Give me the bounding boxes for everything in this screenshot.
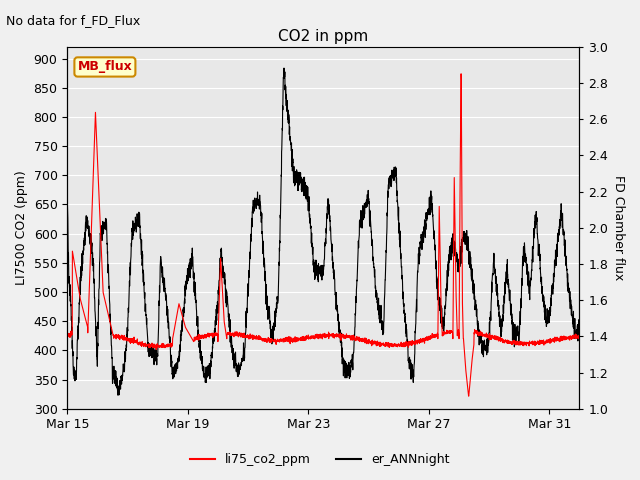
li75_co2_ppm [282,337,290,343]
Line: li75_co2_ppm: li75_co2_ppm [67,74,579,396]
er_ANNnight [152,346,160,351]
er_ANNnight [566,295,573,300]
er_ANNnight [260,255,268,261]
Line: er_ANNnight: er_ANNnight [67,68,579,395]
li75_co2_ppm [63,333,71,339]
er_ANNnight [575,320,583,326]
li75_co2_ppm [122,337,129,343]
li75_co2_ppm [511,341,518,347]
li75_co2_ppm [566,337,573,343]
Y-axis label: LI7500 CO2 (ppm): LI7500 CO2 (ppm) [15,170,28,285]
er_ANNnight [511,325,518,331]
li75_co2_ppm [260,337,268,343]
Text: No data for f_FD_Flux: No data for f_FD_Flux [6,14,141,27]
li75_co2_ppm [575,332,583,337]
li75_co2_ppm [465,393,472,399]
li75_co2_ppm [457,71,465,77]
Y-axis label: FD Chamber flux: FD Chamber flux [612,175,625,280]
er_ANNnight [122,346,130,352]
er_ANNnight [63,176,71,182]
er_ANNnight [282,103,290,108]
Legend: li75_co2_ppm, er_ANNnight: li75_co2_ppm, er_ANNnight [186,448,454,471]
Text: MB_flux: MB_flux [77,60,132,73]
er_ANNnight [114,392,122,398]
er_ANNnight [280,65,288,71]
Title: CO2 in ppm: CO2 in ppm [278,29,369,44]
li75_co2_ppm [152,345,160,350]
